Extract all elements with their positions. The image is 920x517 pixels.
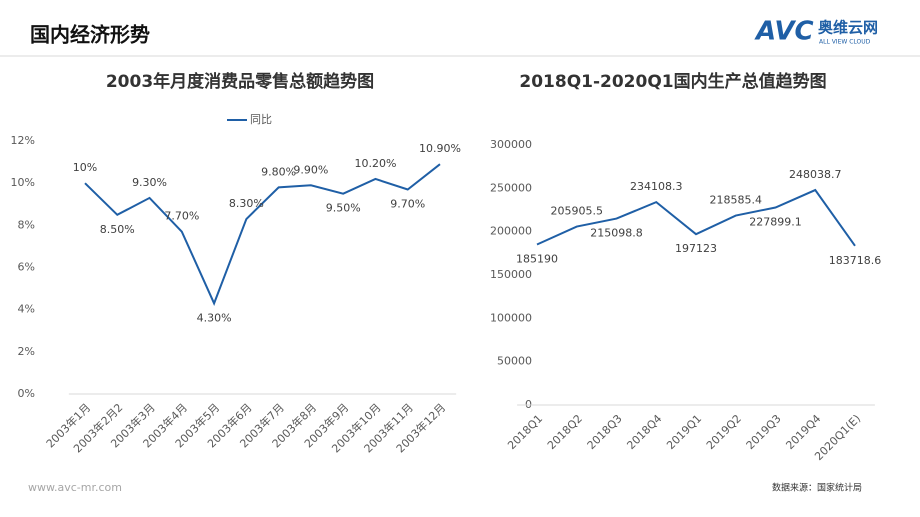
x-tick-label: 2019Q1 <box>664 412 704 452</box>
y-tick-label: 150000 <box>490 268 532 281</box>
legend-label: 同比 <box>250 113 272 126</box>
data-label: 7.70% <box>164 210 199 223</box>
x-tick-label: 2018Q4 <box>624 412 664 452</box>
y-tick-label: 6% <box>18 261 35 274</box>
y-tick-label: 4% <box>18 303 35 316</box>
footer-source: 数据来源：国家统计局 <box>772 482 862 494</box>
x-tick-label: 2019Q3 <box>744 412 784 452</box>
series-line <box>536 188 856 247</box>
slide-title: 国内经济形势 <box>30 23 150 47</box>
y-tick-label: 50000 <box>497 355 532 368</box>
x-tick-label: 2019Q2 <box>704 412 744 452</box>
y-tick-label: 250000 <box>490 181 532 194</box>
data-label: 248038.7 <box>789 168 842 181</box>
y-tick-label: 10% <box>11 176 35 189</box>
footer-url: www.avc-mr.com <box>28 481 122 494</box>
logo: AVC <box>754 17 814 47</box>
chart-title: 2018Q1-2020Q1国内生产总值趋势图 <box>519 71 826 92</box>
data-label: 205905.5 <box>551 205 604 218</box>
data-label: 234108.3 <box>630 180 683 193</box>
y-tick-label: 300000 <box>490 138 532 151</box>
y-tick-label: 0% <box>18 387 35 400</box>
data-label: 227899.1 <box>749 215 802 228</box>
data-label: 9.90% <box>293 163 328 176</box>
data-label: 183718.6 <box>829 254 882 267</box>
data-label: 8.30% <box>229 197 264 210</box>
data-label: 8.50% <box>100 223 135 236</box>
series-line <box>84 163 441 306</box>
x-tick-label: 2018Q2 <box>545 412 585 452</box>
data-label: 9.80% <box>261 165 296 178</box>
data-label: 215098.8 <box>590 227 643 240</box>
x-tick-label: 2018Q1 <box>505 412 545 452</box>
y-tick-label: 12% <box>11 134 35 147</box>
y-tick-label: 200000 <box>490 225 532 238</box>
logo-en: ALL VIEW CLOUD <box>819 39 871 46</box>
data-label: 4.30% <box>197 311 232 324</box>
data-label: 9.30% <box>132 176 167 189</box>
data-label: 9.70% <box>390 197 425 210</box>
y-tick-label: 100000 <box>490 311 532 324</box>
x-tick-label: 2018Q3 <box>585 412 625 452</box>
data-label: 197123 <box>675 242 717 255</box>
logo-cn: 奥维云网 <box>818 19 878 37</box>
data-label: 185190 <box>516 253 558 266</box>
data-label: 9.50% <box>326 202 361 215</box>
chart-title: 2003年月度消费品零售总额趋势图 <box>106 71 374 92</box>
y-tick-label: 2% <box>18 345 35 358</box>
data-label: 218585.4 <box>710 194 763 207</box>
y-tick-label: 8% <box>18 218 35 231</box>
x-tick-label: 2019Q4 <box>783 412 823 452</box>
data-label: 10% <box>73 161 97 174</box>
data-label: 10.20% <box>354 157 396 170</box>
data-label: 10.90% <box>419 142 461 155</box>
